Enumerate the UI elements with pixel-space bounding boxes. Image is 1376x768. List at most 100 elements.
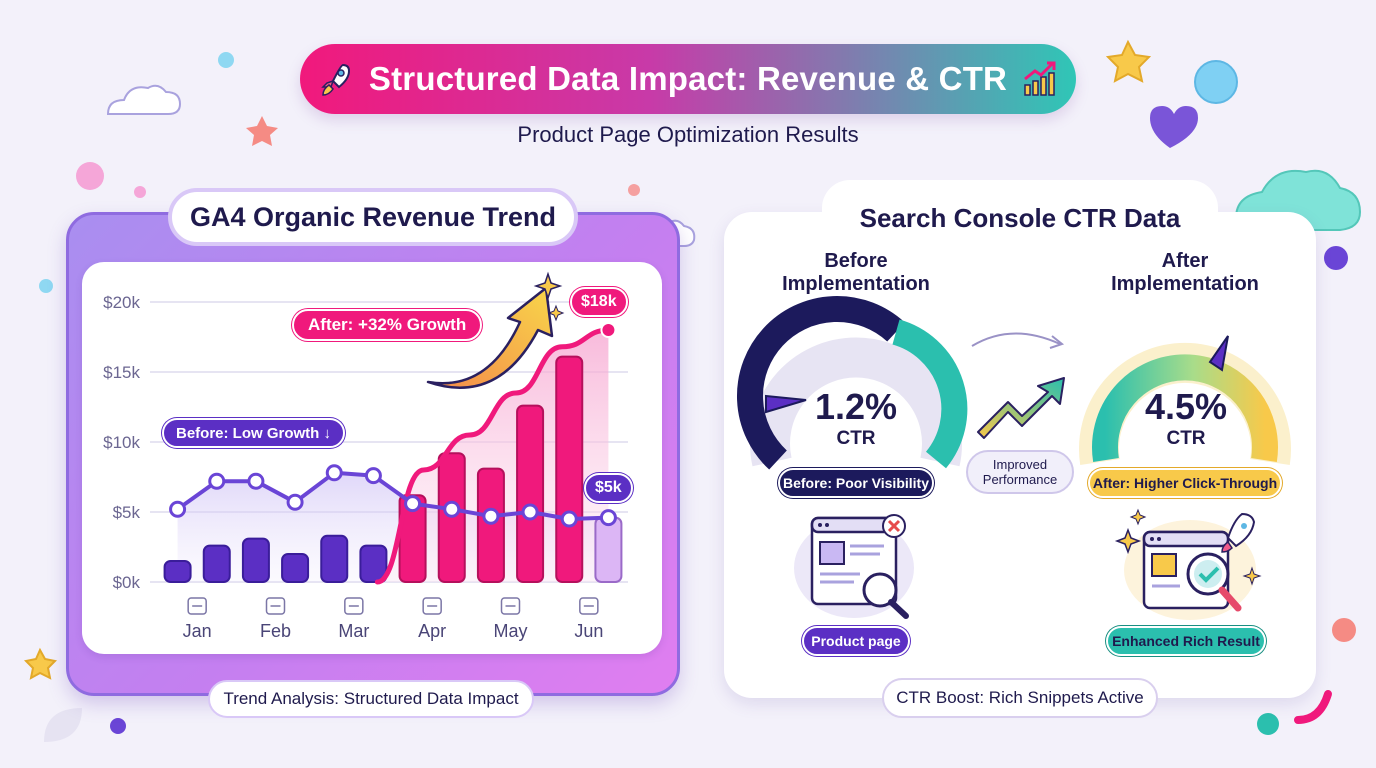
star-icon: [23, 647, 58, 680]
x-tick-label: Jun: [574, 621, 603, 641]
end-value-label: $5k: [584, 473, 633, 503]
sparkle-icon: [547, 304, 565, 322]
trend-point: [364, 467, 382, 485]
peak-point: [600, 322, 617, 338]
title-banner: Structured Data Impact: Revenue & CTR: [300, 44, 1076, 114]
improved-line2: Performance: [982, 472, 1058, 487]
bar-before: [281, 553, 310, 583]
x-tick-label: Apr: [418, 621, 446, 641]
dot-icon: [76, 162, 104, 190]
growth-curve: [374, 327, 611, 585]
trend-point: [169, 500, 187, 518]
before-growth-label: Before: Low Growth ↓: [162, 418, 345, 448]
cloud-icon: [106, 84, 182, 115]
after-badge: After: Higher Click-Through: [1088, 468, 1282, 498]
trend-point: [560, 510, 578, 528]
bar-after: [476, 467, 505, 584]
dot-icon: [1324, 246, 1348, 270]
dot-icon: [1332, 618, 1356, 642]
revenue-chart: $0k $5k $10k $15k $20k Jan Feb Mar Apr May Jun: [103, 271, 628, 641]
x-tick-label: Mar: [338, 621, 369, 641]
ctr-panel-footer: CTR Boost: Rich Snippets Active: [882, 678, 1158, 718]
improved-line1: Improved: [992, 457, 1048, 472]
bar-before: [320, 534, 349, 583]
before-title-line1: Before: [824, 250, 888, 272]
growth-arrow-icon: [426, 286, 554, 390]
after-growth-label: After: +32% Growth: [292, 309, 483, 341]
peak-value-label: $18k: [570, 287, 628, 317]
dot-icon: [110, 718, 126, 734]
bar-projected: [594, 516, 623, 583]
trend-point: [325, 464, 343, 482]
growth-chart-icon: [1024, 61, 1056, 96]
bar-before: [241, 537, 270, 583]
trend-point: [208, 472, 226, 490]
y-tick-label: $15k: [103, 363, 140, 382]
y-tick-label: $5k: [113, 503, 141, 522]
bar-chart-icon: [187, 597, 207, 615]
bubble-icon: [1194, 60, 1238, 104]
dot-icon: [134, 186, 146, 198]
swoosh-icon: [1294, 690, 1332, 724]
trend-up-icon: [579, 597, 599, 615]
dot-icon: [39, 279, 53, 293]
before-ctr-unit: CTR: [836, 428, 876, 449]
y-tick-label: $20k: [103, 293, 140, 312]
rocket-icon: [321, 63, 350, 96]
after-ctr-value: 4.5%: [1144, 386, 1228, 427]
bar-after: [555, 355, 584, 583]
rich-result-label: Enhanced Rich Result: [1106, 626, 1266, 656]
trend-point: [443, 500, 461, 518]
trend-point: [521, 503, 539, 521]
calendar-grid-icon: [344, 597, 364, 615]
sparkle-icon: [533, 271, 563, 301]
y-tick-label: $0k: [113, 573, 141, 592]
dot-icon: [1257, 713, 1279, 735]
page-title: Structured Data Impact: Revenue & CTR: [368, 60, 1008, 97]
ctr-panel-tab: [822, 180, 1218, 250]
star-icon: [246, 116, 278, 146]
after-ctr-unit: CTR: [1166, 428, 1206, 449]
after-title-line1: After: [1161, 250, 1209, 272]
ctr-panel-title: Search Console CTR Data: [859, 202, 1181, 233]
trend-point: [247, 472, 265, 490]
x-tick-label: May: [493, 621, 527, 641]
star-icon: [1105, 39, 1152, 83]
x-tick-label: Jan: [183, 621, 212, 641]
after-title-line2: Implementation: [1111, 273, 1259, 295]
before-ctr-value: 1.2%: [814, 386, 898, 427]
trend-point: [482, 507, 500, 525]
bar-chart-icon: [422, 597, 442, 615]
dot-icon: [628, 184, 640, 196]
trend-point: [286, 493, 304, 511]
dot-icon: [218, 52, 234, 68]
before-badge: Before: Poor Visibility: [778, 468, 934, 498]
x-tick-label: Feb: [260, 621, 291, 641]
before-ctr-readout: 1.2% CTR: [796, 386, 916, 450]
bar-before: [163, 560, 192, 583]
trend-point: [404, 495, 422, 513]
cloud-icon: [500, 597, 521, 615]
before-title: Before Implementation: [746, 250, 966, 296]
after-ctr-readout: 4.5% CTR: [1126, 386, 1246, 450]
product-page-icon: [794, 514, 914, 619]
page-subtitle: Product Page Optimization Results: [517, 122, 859, 147]
bar-before: [202, 544, 231, 583]
trend-up-arrow-icon: [977, 377, 1065, 439]
revenue-panel-title: GA4 Organic Revenue Trend: [168, 188, 578, 246]
rich-result-icon: [1114, 508, 1262, 620]
curved-arrow-icon: [971, 332, 1061, 347]
ctr-gauges: [737, 296, 1291, 470]
bar-after: [516, 404, 545, 583]
before-title-line2: Implementation: [782, 273, 930, 295]
growth-area: [377, 330, 609, 582]
after-ctr-gauge: [1079, 335, 1291, 466]
bar-before: [359, 544, 388, 583]
product-page-label: Product page: [802, 626, 910, 656]
trend-point: [599, 509, 617, 527]
calendar-icon: [265, 597, 286, 615]
after-title: After Implementation: [1075, 250, 1295, 296]
improved-performance-badge: Improved Performance: [966, 450, 1074, 494]
heart-icon: [1150, 106, 1198, 148]
